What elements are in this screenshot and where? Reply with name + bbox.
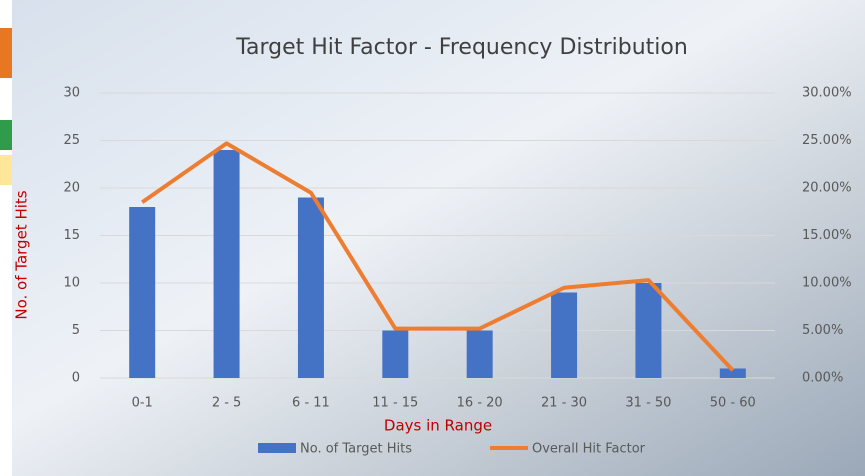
x-tick-label: 6 - 11: [292, 396, 330, 411]
x-tick-label: 0-1: [132, 396, 153, 411]
y-tick-label: 30: [63, 86, 80, 101]
y-tick-label: 10: [63, 276, 80, 291]
x-tick-label: 11 - 15: [372, 396, 418, 411]
x-tick-label: 16 - 20: [457, 396, 503, 411]
legend-swatch: [258, 443, 296, 453]
y-tick-label: 0: [72, 371, 80, 386]
y-axis-title: No. of Target Hits: [13, 190, 31, 319]
x-axis-title: Days in Range: [384, 417, 492, 435]
chart: Target Hit Factor - Frequency Distributi…: [0, 0, 865, 476]
bar: [467, 331, 493, 379]
legend-label: No. of Target Hits: [300, 442, 412, 457]
bar: [382, 331, 408, 379]
y2-tick-label: 5.00%: [802, 323, 843, 338]
chart-title: Target Hit Factor - Frequency Distributi…: [235, 35, 688, 60]
y2-tick-label: 15.00%: [802, 228, 852, 243]
y-tick-label: 15: [63, 228, 80, 243]
y2-tick-label: 0.00%: [802, 371, 843, 386]
x-tick-label: 2 - 5: [212, 396, 242, 411]
bar: [635, 283, 661, 378]
x-tick-label: 50 - 60: [710, 396, 756, 411]
y-tick-label: 5: [72, 323, 80, 338]
sheet-cell: [0, 28, 12, 78]
x-tick-label: 31 - 50: [625, 396, 671, 411]
bar: [214, 150, 240, 378]
y2-tick-label: 20.00%: [802, 181, 852, 196]
x-tick-label: 21 - 30: [541, 396, 587, 411]
y2-tick-label: 10.00%: [802, 276, 852, 291]
y2-tick-label: 25.00%: [802, 133, 852, 148]
y-tick-label: 20: [63, 181, 80, 196]
bar: [129, 207, 155, 378]
bar: [298, 198, 324, 379]
y2-tick-label: 30.00%: [802, 86, 852, 101]
legend-label: Overall Hit Factor: [532, 442, 646, 457]
sheet-cell: [0, 155, 12, 185]
y-tick-label: 25: [63, 133, 80, 148]
bar: [551, 293, 577, 379]
sheet-cell: [0, 120, 12, 150]
